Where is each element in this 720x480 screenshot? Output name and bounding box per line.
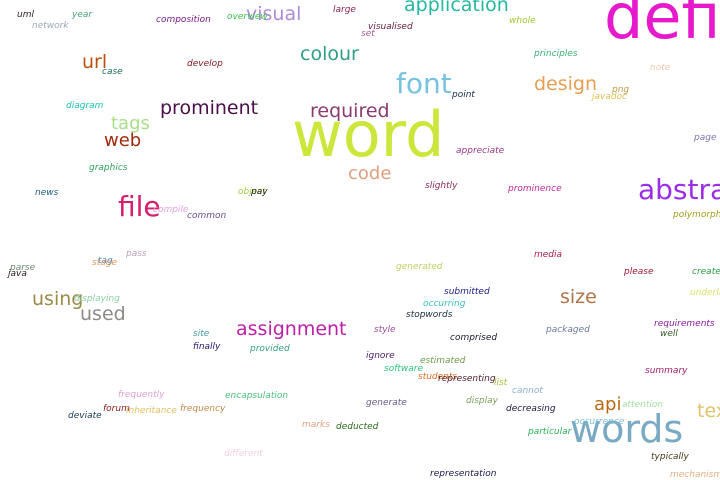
word-occurring: occurring [423,299,466,309]
word-appreciate: appreciate [456,146,505,156]
word-visual: visual [246,3,302,25]
word-well: well [660,329,678,339]
word-submitted: submitted [444,287,490,297]
word-representation: representation [430,469,497,479]
word-web: web [104,130,142,151]
word-marks: marks [302,420,330,430]
word-summary: summary [645,366,688,376]
word-text: text [697,400,720,422]
word-tag: tag [98,256,113,266]
word-parse: parse [10,263,36,273]
word-used: used [80,303,126,325]
word-uml: uml [17,10,34,20]
word-provided: provided [250,344,290,354]
word-inheritance: inheritance [126,406,177,416]
word-news: news [35,188,59,198]
word-deducted: deducted [336,422,379,432]
word-comprised: comprised [450,333,498,343]
word-slightly: slightly [425,181,458,191]
word-font: font [396,67,452,100]
word-occurrence: occurrence [574,417,625,427]
word-object: object [238,187,266,197]
word-application: application [404,0,509,16]
word-set: set [361,29,375,39]
word-whole: whole [509,16,536,26]
word-required: required [310,100,390,122]
word-style: style [374,325,396,335]
word-decreasing: decreasing [506,404,556,414]
word-compile: compile [153,205,189,215]
word-pass: pass [126,249,147,259]
word-definition: definition [604,0,720,53]
word-colour: colour [300,43,359,65]
word-code: code [348,163,392,184]
word-overview: overview [227,12,268,22]
word-principles: principles [534,49,578,59]
word-displaying: displaying [74,294,120,304]
word-frequently: frequently [118,390,165,400]
word-attention: attention [622,400,664,410]
word-size: size [560,286,597,308]
word-javadoc: javadoc [592,92,628,102]
word-site: site [193,329,210,339]
word-display: display [466,396,498,406]
word-design: design [534,73,598,95]
word-forum: forum [103,404,130,414]
word-develop: develop [187,59,223,69]
word-packaged: packaged [546,325,590,335]
word-stopwords: stopwords [406,310,453,320]
word-pay: pay [251,187,268,197]
word-mechanism: mechanism [670,470,720,480]
word-cannot: cannot [512,386,543,396]
word-generate: generate [366,398,407,408]
word-stage: stage [92,258,117,268]
word-url: url [82,51,108,73]
word-diagram: diagram [66,101,104,111]
word-network: network [32,21,69,31]
word-ignore: ignore [366,351,395,361]
word-large: large [333,5,356,15]
word-assignment: assignment [236,318,347,340]
word-polymorphism: polymorphism [673,210,720,220]
word-visualised: visualised [368,22,413,32]
word-abstract: abstract [638,173,720,206]
word-note: note [650,63,671,73]
word-encapsulation: encapsulation [225,391,289,401]
word-software: software [384,364,424,374]
word-page: page [694,133,717,143]
word-composition: composition [156,15,211,25]
word-graphics: graphics [89,163,128,173]
word-file: file [118,190,161,223]
word-deviate: deviate [68,411,102,421]
word-different: different [224,449,263,459]
word-words: words [570,407,684,451]
word-list: list [494,378,508,388]
word-java: java [8,269,27,279]
word-api: api [594,394,622,415]
word-word: word [292,98,445,171]
word-generated: generated [396,262,443,272]
word-case: case [102,67,123,77]
word-please: please [624,267,654,277]
word-prominent: prominent [160,97,259,119]
word-typically: typically [651,452,689,462]
word-estimated: estimated [420,356,466,366]
word-point: point [452,90,475,100]
word-finally: finally [193,342,221,352]
word-common: common [187,211,227,221]
word-representing: representing [438,374,496,384]
word-create: create [692,267,720,277]
word-particular: particular [528,427,572,437]
word-underline: underline [690,288,720,298]
word-media: media [534,250,563,260]
word-frequency: frequency [180,404,226,414]
word-students: students [418,372,458,382]
word-using: using [32,288,84,310]
word-year: year [72,10,93,20]
word-prominence: prominence [508,184,562,194]
word-requirements: requirements [654,319,715,329]
word-png: png [612,85,630,95]
word-tags: tags [111,113,150,134]
